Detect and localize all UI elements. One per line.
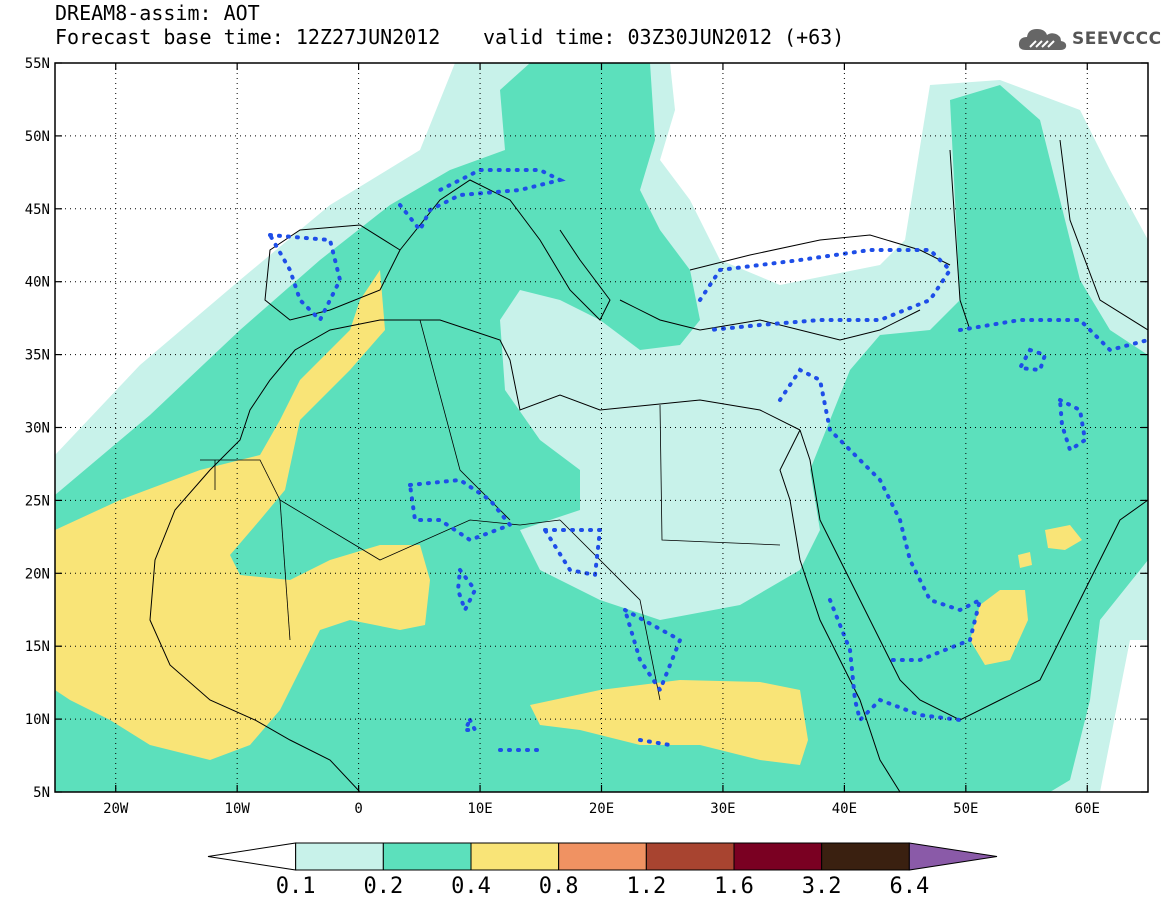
- valid-time: valid time: 03Z30JUN2012 (+63): [483, 25, 845, 49]
- lat-label: 20N: [25, 566, 50, 582]
- coastlines: [149, 139, 1148, 792]
- color-legend: 0.1 0.2 0.4 0.8 1.2 1.6 3.2 6.4: [207, 842, 998, 899]
- legend-label: 1.6: [714, 874, 754, 899]
- legend-arrow-high: [908, 842, 998, 871]
- legend-label: 0.8: [539, 874, 579, 899]
- legend-swatch: [470, 842, 560, 871]
- legend-swatch: [645, 842, 735, 871]
- lat-label: 45N: [25, 202, 50, 218]
- lat-label: 35N: [25, 348, 50, 364]
- lat-label: 40N: [25, 275, 50, 291]
- legend-swatch: [821, 842, 910, 871]
- lat-label: 15N: [25, 639, 50, 655]
- lat-label: 50N: [25, 129, 50, 145]
- lon-label: 60E: [1075, 801, 1100, 817]
- aot-band-0.4-sahel: [530, 680, 808, 765]
- gridlines: [55, 63, 1148, 792]
- aot-band-0.4-oman: [1045, 525, 1082, 550]
- legend-swatch: [558, 842, 647, 871]
- lat-label: 30N: [25, 421, 50, 437]
- aot-band-0.4-yemen: [1018, 552, 1032, 568]
- lat-label: 10N: [25, 712, 50, 728]
- lat-label: 5N: [33, 785, 50, 801]
- lon-label: 20E: [589, 801, 614, 817]
- legend-swatch: [382, 842, 472, 871]
- legend-arrow-low: [207, 842, 297, 871]
- seevccc-logo: SEEVCCC: [1016, 22, 1162, 56]
- longitude-axis: 20W 10W 0 10E 20E 30E 40E 50E 60E: [103, 801, 1100, 817]
- lon-label: 30E: [710, 801, 735, 817]
- lon-label: 40E: [832, 801, 857, 817]
- logo-text: SEEVCCC: [1072, 29, 1162, 49]
- legend-label: 0.4: [451, 874, 491, 899]
- aot-band-0.4-arabia: [970, 590, 1028, 665]
- axis-ticks: [55, 62, 1148, 793]
- legend-label: 0.2: [363, 874, 403, 899]
- aot-band-0.4-west: [55, 270, 430, 760]
- map-title: DREAM8-assim: AOT: [55, 1, 260, 25]
- legend-swatch: [295, 842, 384, 871]
- lat-label: 25N: [25, 493, 50, 509]
- aot-contours: [266, 168, 1148, 752]
- legend-label: 6.4: [889, 874, 929, 899]
- lat-label: 55N: [25, 56, 50, 72]
- latitude-axis: 55N 50N 45N 40N 35N 30N 25N 20N 15N 10N 5N: [25, 56, 50, 801]
- legend-label: 0.1: [276, 874, 316, 899]
- lon-label: 20W: [103, 801, 129, 817]
- aot-field: [55, 63, 1148, 792]
- lon-label: 10W: [225, 801, 251, 817]
- lon-label: 10E: [467, 801, 492, 817]
- legend-swatch: [733, 842, 823, 871]
- legend-label: 3.2: [802, 874, 842, 899]
- cloud-icon: [1018, 29, 1067, 50]
- forecast-base-time: Forecast base time: 12Z27JUN2012: [55, 25, 441, 49]
- legend-label: 1.2: [626, 874, 666, 899]
- lon-label: 0: [354, 801, 362, 817]
- lon-label: 50E: [953, 801, 978, 817]
